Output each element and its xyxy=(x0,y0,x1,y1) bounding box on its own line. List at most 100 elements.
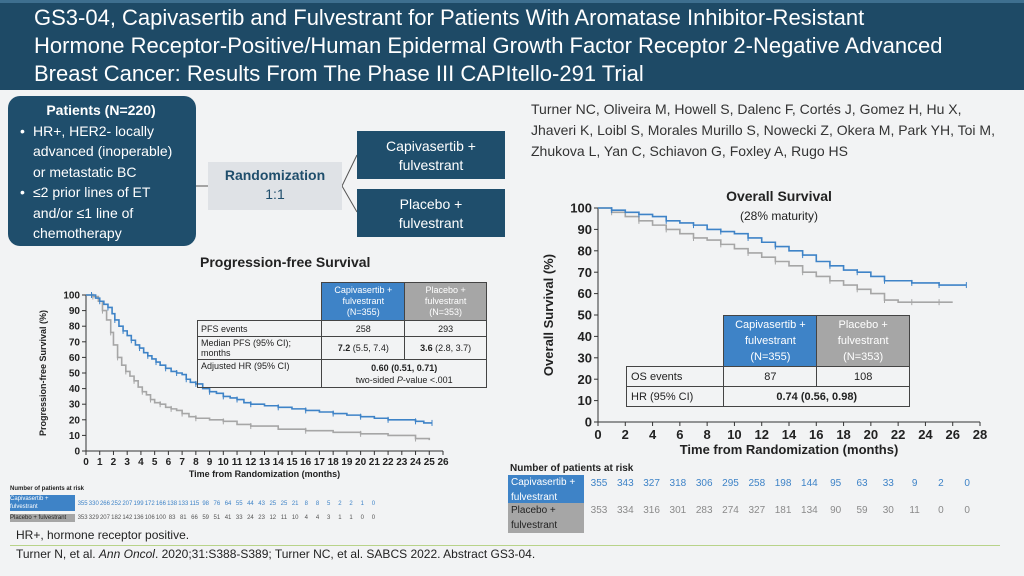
os-xtick-label: 20 xyxy=(864,427,878,442)
title-line-3: Breast Cancer: Results From The Phase II… xyxy=(34,61,644,86)
pfs-risk-count-placebo: 207 xyxy=(99,515,110,521)
pfs-risk-count-capi: 0 xyxy=(371,501,376,507)
os-row-events: OS events 87 108 xyxy=(625,366,910,387)
author-citation: Turner NC, Oliveira M, Howell S, Dalenc … xyxy=(531,101,995,159)
pfs-risk-count-placebo: 100 xyxy=(155,515,166,521)
os-ytick-label: 10 xyxy=(578,393,592,408)
pfs-ytick-label: 30 xyxy=(69,400,81,411)
pfs-ytick-label: 80 xyxy=(69,322,81,333)
os-series-placebo xyxy=(598,207,953,303)
pfs-series-capivasertib xyxy=(86,294,433,424)
pfs-ytick-label: 40 xyxy=(69,384,81,395)
pfs-xtick-label: 20 xyxy=(355,457,367,468)
pfs-xtick-label: 7 xyxy=(179,457,185,468)
pfs-results-table: Capivasertib + fulvestrant (N=355) Place… xyxy=(196,282,487,388)
os-hr-value: 0.74 (0.56, 0.98) xyxy=(723,386,910,407)
pfs-risk-count-capi: 355 xyxy=(77,501,88,507)
pfs-risk-count-placebo: 33 xyxy=(235,515,243,521)
os-xtick-label: 2 xyxy=(622,427,629,442)
os-ytick-label: 80 xyxy=(578,243,592,258)
os-ytick-label: 90 xyxy=(578,222,592,237)
os-risk-count-placebo: 274 xyxy=(722,505,739,516)
pfs-risk-count-capi: 266 xyxy=(99,501,110,507)
pfs-xtick-label: 1 xyxy=(97,457,103,468)
pfs-header-capi: Capivasertib + fulvestrant (N=355) xyxy=(321,282,406,321)
pfs-xtick-label: 0 xyxy=(83,457,89,468)
pfs-risk-count-placebo: 81 xyxy=(179,515,187,521)
pfs-risk-label-placebo: Placebo + fulvestrant xyxy=(10,514,75,522)
os-x-axis-label: Time from Randomization (months) xyxy=(680,442,899,457)
title-line-2: Hormone Receptor-Positive/Human Epiderma… xyxy=(34,33,943,58)
pfs-risk-count-placebo: 182 xyxy=(111,515,122,521)
os-xtick-label: 4 xyxy=(649,427,657,442)
os-risk-count-placebo: 327 xyxy=(748,505,766,516)
patients-title: Patients (N=220) xyxy=(46,102,156,118)
pfs-xtick-label: 2 xyxy=(111,457,117,468)
pfs-risk-count-capi: 166 xyxy=(155,501,166,507)
title-accent xyxy=(0,0,1024,3)
os-risk-count-placebo: 181 xyxy=(774,505,792,516)
pfs-risk-count-capi: 133 xyxy=(178,501,189,507)
os-risk-count-placebo: 0 xyxy=(938,505,944,516)
pfs-risk-count-capi: 64 xyxy=(224,501,232,507)
os-risk-count-capi: 63 xyxy=(856,478,868,489)
pfs-risk-count-capi: 76 xyxy=(213,501,221,507)
pfs-ytick-label: 60 xyxy=(69,353,81,364)
pfs-risk-count-capi: 1 xyxy=(360,501,364,507)
pfs-hr-label: Adjusted HR (95% CI) xyxy=(196,359,323,388)
os-ytick-label: 50 xyxy=(578,308,592,323)
title-bar: GS3-04, Capivasertib and Fulvestrant for… xyxy=(0,0,1024,90)
os-ytick-label: 60 xyxy=(578,286,592,301)
pfs-events-placebo: 293 xyxy=(404,320,487,337)
os-xtick-label: 26 xyxy=(945,427,959,442)
pfs-header-placebo: Placebo + fulvestrant (N=353) xyxy=(404,282,487,321)
randomization-label: Randomization xyxy=(224,167,326,183)
os-xtick-label: 16 xyxy=(809,427,823,442)
os-risk-count-placebo: 90 xyxy=(830,505,842,516)
os-risk-count-placebo: 283 xyxy=(695,505,713,516)
pfs-xtick-label: 8 xyxy=(193,457,199,468)
os-risk-count-placebo: 30 xyxy=(882,505,894,516)
pfs-xtick-label: 15 xyxy=(286,457,298,468)
os-ytick-label: 30 xyxy=(578,350,592,365)
os-risk-count-capi: 95 xyxy=(830,478,842,489)
pfs-xtick-label: 3 xyxy=(124,457,130,468)
pfs-risk-count-placebo: 136 xyxy=(133,515,144,521)
os-risk-count-capi: 355 xyxy=(590,478,608,489)
pfs-risk-count-placebo: 353 xyxy=(77,515,88,521)
pfs-y-axis-label: Progression-free Survival (%) xyxy=(38,310,48,436)
os-row-hr: HR (95% CI) 0.74 (0.56, 0.98) xyxy=(625,386,910,407)
pfs-xtick-label: 13 xyxy=(259,457,271,468)
pfs-risk-count-capi: 252 xyxy=(111,501,122,507)
slide-title: GS3-04, Capivasertib and Fulvestrant for… xyxy=(34,4,1009,88)
pfs-xtick-label: 22 xyxy=(383,457,395,468)
randomization-box: Randomization 1:1 xyxy=(208,162,342,210)
pfs-risk-label-capi: Capivasertib + fulvestrant xyxy=(10,495,75,511)
pfs-risk-count-capi: 55 xyxy=(235,501,243,507)
pfs-risk-count-capi: 21 xyxy=(291,501,299,507)
pfs-xtick-label: 9 xyxy=(207,457,213,468)
pfs-risk-count-capi: 25 xyxy=(280,501,288,507)
pfs-risk-count-placebo: 12 xyxy=(269,515,277,521)
pfs-risk-count-capi: 2 xyxy=(349,501,353,507)
os-risk-count-capi: 343 xyxy=(616,478,634,489)
os-xtick-label: 22 xyxy=(891,427,905,442)
os-risk-count-placebo: 353 xyxy=(590,505,608,516)
os-ytick-label: 70 xyxy=(578,265,592,280)
pfs-xtick-label: 6 xyxy=(166,457,172,468)
pfs-xtick-label: 11 xyxy=(232,457,243,468)
pfs-risk-count-capi: 5 xyxy=(327,501,331,507)
pfs-median-capi: 7.2 (5.5, 7.4) xyxy=(321,336,406,360)
pfs-risk-count-placebo: 3 xyxy=(327,515,331,521)
pfs-events-capi: 258 xyxy=(321,320,406,337)
pfs-ytick-label: 0 xyxy=(74,447,80,458)
arm-placebo-label: Placebo + fulvestrant xyxy=(398,196,464,231)
os-risk-count-capi: 318 xyxy=(669,478,687,489)
os-events-placebo: 108 xyxy=(816,366,910,387)
os-events-label: OS events xyxy=(625,366,725,387)
os-risk-count-capi: 0 xyxy=(964,478,970,489)
pfs-risk-row-capi: 355 330 266 252 207 199 172 166 138 133 115 98 76 64 5… xyxy=(77,501,379,507)
os-risk-count-capi: 9 xyxy=(911,478,918,489)
os-xtick-label: 28 xyxy=(973,427,987,442)
